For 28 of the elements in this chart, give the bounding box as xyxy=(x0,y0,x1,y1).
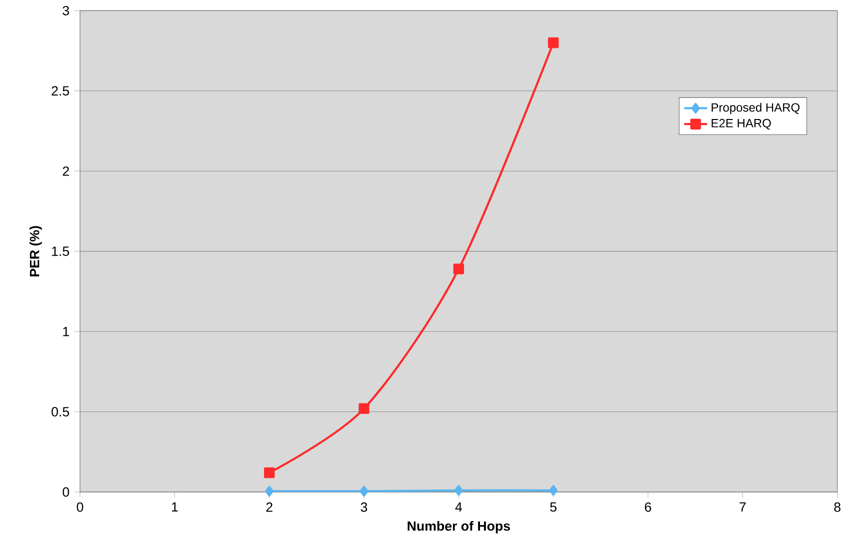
y-tick-label: 3 xyxy=(62,6,70,16)
x-tick-label: 7 xyxy=(740,502,746,512)
x-axis-title: Number of Hops xyxy=(408,520,510,534)
x-tick-label: 1 xyxy=(172,502,178,512)
point xyxy=(360,486,368,497)
y-tick-label: 1.5 xyxy=(52,246,70,256)
y-axis-title: PER (%) xyxy=(29,226,42,276)
point xyxy=(358,403,370,414)
y-tick-label: 0 xyxy=(62,487,70,497)
point xyxy=(264,467,275,478)
x-tick-label: 5 xyxy=(550,502,556,512)
y-tick-label: 2 xyxy=(62,166,69,176)
x-tick-label: 0 xyxy=(76,502,84,512)
x-tick-label: 3 xyxy=(360,502,368,512)
x-tick-label: 6 xyxy=(644,502,652,512)
y-tick-label: 1 xyxy=(63,326,69,336)
point xyxy=(454,485,463,496)
x-tick-label: 2 xyxy=(266,502,272,512)
point xyxy=(453,264,464,274)
point xyxy=(548,37,559,48)
x-tick-label: 4 xyxy=(455,502,462,512)
legend-label: Proposed HARQ xyxy=(712,102,800,114)
point xyxy=(265,486,274,497)
y-tick-label: 2.5 xyxy=(52,86,70,96)
y-tick-label: 0.5 xyxy=(52,407,70,416)
x-tick-label: 8 xyxy=(834,502,840,512)
legend-label: E2E HARQ xyxy=(712,118,771,130)
point xyxy=(549,485,558,496)
